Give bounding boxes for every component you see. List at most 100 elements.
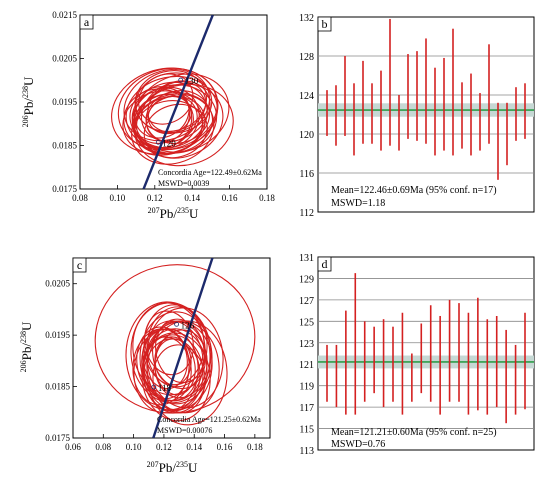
- panel-d-y-tick-label-6: 125: [299, 317, 314, 328]
- panel-c-x-axis-label: 207Pb/235U: [147, 460, 198, 475]
- panel-c-mswd-text: MSWD=0.00076: [157, 426, 212, 435]
- panel-a-concordia-curve: [142, 15, 214, 189]
- panel-c-x-tick-label-0: 0.06: [65, 442, 81, 452]
- panel-c-x-tick-label-1: 0.08: [95, 442, 111, 452]
- panel-c-age-marker-1: [151, 384, 157, 390]
- panel-b-y-tick-label-3: 124: [299, 91, 314, 102]
- panel-c-age-label-0: 126: [181, 320, 195, 330]
- panel-c-age-marker-0: [174, 321, 179, 327]
- panel-a-ellipse-17: [147, 81, 207, 133]
- panel-b-y-ticks: 112 116 120 124 128 132: [299, 13, 314, 219]
- panel-c-ellipse-23: [132, 328, 190, 406]
- panel-a-age-marker-0: [178, 77, 184, 83]
- panel-c-concordia-curve: [152, 258, 214, 438]
- panel-a-x-ticks: 0.08 0.10 0.12 0.14 0.16 0.18: [72, 185, 275, 203]
- panel-d-y-tick-label-8: 129: [299, 274, 314, 285]
- panel-c-ellipse-22: [141, 332, 211, 422]
- panel-d-y-tick-label-4: 121: [299, 360, 314, 371]
- panel-c-y-tick-label-0: 0.0175: [45, 433, 70, 443]
- panel-b-y-tick-label-5: 132: [299, 13, 314, 24]
- panel-a-plot-frame: [79, 14, 268, 190]
- panel-a-y-tick-label-3: 0.0205: [52, 54, 77, 64]
- panel-a-age-label-1: 120: [162, 138, 176, 148]
- panel-c-x-tick-label-6: 0.18: [247, 442, 263, 452]
- panel-c-ellipse-12: [146, 306, 208, 388]
- panel-d-y-ticks: 113 115 117 119 121 123 125 127 129 131: [299, 253, 314, 457]
- panel-d-mswd-text: MSWD=0.76: [331, 439, 385, 450]
- panel-c-letter-box: [72, 257, 87, 273]
- panel-c-x-tick-label-3: 0.12: [156, 442, 172, 452]
- panel-b-letter-box: [317, 16, 332, 32]
- panel-b-letter: b: [322, 17, 328, 31]
- panel-a-x-tick-label-3: 0.14: [184, 193, 200, 203]
- panel-a-ellipses: [111, 67, 234, 167]
- panel-c-plot-frame: [72, 257, 271, 439]
- panel-a-y-tick-label-4: 0.0215: [52, 10, 77, 20]
- panel-c-y-tick-label-1: 0.0185: [45, 382, 70, 392]
- panel-c-y-ticks: 0.0175 0.0185 0.0195 0.0205: [45, 279, 77, 443]
- panel-c-concordia: 0.06 0.08 0.10 0.12 0.14 0.16 0.18 0.0175 0.018…: [19, 257, 271, 475]
- panel-a-y-tick-label-2: 0.0195: [52, 97, 77, 107]
- panel-b-y-tick-label-1: 116: [299, 169, 314, 180]
- panel-d-y-tick-label-7: 127: [299, 296, 314, 307]
- panel-a-mswd-text: MSWD=0.0039: [158, 179, 209, 188]
- panel-c-letter: c: [77, 258, 82, 272]
- panel-b-y-tick-label-4: 128: [299, 52, 314, 63]
- panel-c-x-tick-label-4: 0.14: [186, 442, 202, 452]
- panel-a-x-axis-label: 207Pb/235U: [148, 206, 199, 221]
- panel-a-y-tick-label-0: 0.0175: [52, 184, 77, 194]
- panel-c-x-tick-label-5: 0.16: [217, 442, 233, 452]
- panel-c-age-text: Concordia Age=121.25±0.62Ma: [157, 415, 261, 424]
- panel-a-letter: a: [84, 15, 90, 29]
- panel-b-mswd-text: MSWD=1.18: [331, 198, 385, 209]
- panel-c-age-labels: 126 118: [151, 320, 195, 393]
- panel-a-x-tick-label-2: 0.12: [147, 193, 163, 203]
- panel-b-error-bars: [326, 18, 526, 180]
- panel-a-letter-box: [79, 14, 94, 30]
- panel-c-age-label-1: 118: [158, 383, 172, 393]
- panel-a-ellipse-4: [117, 67, 218, 151]
- panel-c-ellipse-19: [146, 307, 224, 409]
- panel-c-ellipses: [94, 264, 256, 426]
- panel-c-x-tick-label-2: 0.10: [126, 442, 142, 452]
- panel-c-x-ticks: 0.06 0.08 0.10 0.12 0.14 0.16 0.18: [65, 434, 263, 452]
- panel-a-x-tick-label-4: 0.16: [222, 193, 238, 203]
- panel-d-letter-box: [317, 256, 332, 272]
- panel-c-y-tick-label-2: 0.0195: [45, 330, 70, 340]
- panel-c-ellipse-28: [94, 264, 256, 414]
- panel-d-error-bars: [326, 273, 526, 424]
- panel-a-x-tick-label-0: 0.08: [72, 193, 88, 203]
- panel-a-concordia-line: [142, 15, 214, 189]
- panel-a-y-ticks: 0.0175 0.0185 0.0195 0.0205 0.0215: [52, 10, 84, 194]
- panel-a-age-label-0: 130: [185, 76, 199, 86]
- panel-a-ellipse-22: [131, 93, 215, 165]
- panel-d-letter: d: [322, 257, 328, 271]
- panel-d-y-tick-label-5: 123: [299, 339, 314, 350]
- panel-a-age-labels: 130 120: [155, 76, 199, 148]
- panel-c-ellipse-27: [154, 336, 192, 386]
- panel-a-y-axis-label: 206Pb/238U: [21, 76, 36, 127]
- panel-a-ellipse-27: [147, 95, 192, 135]
- panel-d-y-tick-label-0: 113: [299, 446, 314, 457]
- panel-a-y-tick-label-1: 0.0185: [52, 141, 77, 151]
- panel-a-ellipse-19: [134, 73, 230, 153]
- panel-c-y-axis-label: 206Pb/238U: [19, 321, 34, 372]
- panel-a-x-tick-label-1: 0.10: [110, 193, 126, 203]
- panel-d-y-tick-label-9: 131: [299, 253, 314, 264]
- panel-d-y-tick-label-1: 115: [299, 425, 314, 436]
- panel-a-ellipse-26: [143, 103, 208, 159]
- panel-b-y-tick-label-2: 120: [299, 130, 314, 141]
- panel-b-mean-text: Mean=122.46±0.69Ma (95% conf. n=17): [331, 185, 497, 196]
- panel-d-plot-frame: [317, 256, 535, 451]
- panel-a-concordia: 0.08 0.10 0.12 0.14 0.16 0.18 0.01750.01850.0…: [21, 10, 275, 221]
- panel-a-age-marker-1: [155, 139, 161, 145]
- panel-b-weighted-mean: 112 116 120 124 128 132 b Mean=122.46±0.69Ma …: [299, 13, 535, 219]
- panel-a-x-tick-label-5: 0.18: [259, 193, 275, 203]
- panel-d-weighted-mean: 113 115 117 119 121 123 125 127 129 131 d Mean=12…: [299, 253, 535, 457]
- panel-a-age-text: Concordia Age=122.49±0.62Ma: [158, 168, 262, 177]
- panel-d-mean-text: Mean=121.21±0.60Ma (95% conf. n=25): [331, 427, 497, 438]
- panel-c-concordia-line: [152, 258, 214, 438]
- panel-a-ellipse-18: [122, 90, 204, 156]
- panel-a-ellipse-24: [133, 83, 234, 167]
